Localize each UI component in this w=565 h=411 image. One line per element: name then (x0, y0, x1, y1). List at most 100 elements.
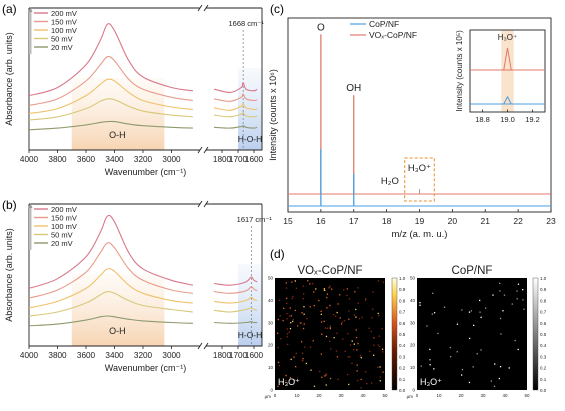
series-line-100mv (28, 78, 193, 115)
map-pixel (356, 370, 358, 372)
inset-peak-cop (503, 95, 512, 105)
map-x-tick-label: 30 (338, 393, 344, 398)
map-pixel (431, 313, 433, 315)
map-pixel (468, 311, 471, 313)
map-pixel (353, 343, 355, 345)
map-pixel (324, 289, 326, 291)
map-pixel (523, 308, 525, 310)
map-pixel (461, 368, 464, 371)
map-y-tick-label: 50 (268, 276, 274, 281)
map-pixel (309, 346, 312, 348)
map-pixel (321, 376, 323, 378)
x-tick-label: 17 (349, 216, 359, 226)
map-pixel (320, 313, 322, 315)
map-pixel (377, 280, 379, 282)
map-pixel (337, 378, 339, 380)
map-pixel (516, 298, 518, 300)
legend-label: 100 mV (51, 222, 77, 231)
map-pixel (356, 349, 358, 351)
map-x-tick-label: 0 (274, 393, 277, 398)
colorbar-tick-label: 0.4 (540, 343, 547, 348)
map-pixel (301, 352, 304, 354)
map-pixel (340, 323, 343, 325)
legend-label: 20 mV (51, 43, 73, 52)
map-pixel (348, 318, 350, 320)
series-line-50mv (28, 98, 193, 121)
colorbar-tick-label: 0.1 (399, 377, 406, 382)
map-unit-label: μm (265, 394, 272, 399)
panel-label-d: (d) (270, 247, 285, 261)
map-x-tick-label: 10 (294, 393, 300, 398)
x-tick-label: 3400 (105, 155, 124, 164)
map-pixel (503, 294, 506, 296)
map-pixel (480, 349, 482, 351)
series-line-150mv-right (213, 286, 258, 294)
map-pixel (277, 318, 279, 321)
map-pixel (379, 380, 381, 382)
map-y-tick-label: 30 (268, 320, 274, 325)
x-tick-label: 3000 (162, 351, 181, 360)
map-pixel (370, 330, 372, 333)
map-x-tick-label: 20 (458, 393, 464, 398)
map-pixel (355, 329, 357, 331)
x-tick-label: 3000 (162, 155, 181, 164)
map-pixel (358, 318, 361, 320)
map-pixel (502, 310, 504, 312)
colorbar (391, 277, 398, 391)
map-pixel (473, 324, 475, 326)
map-x-tick-label: 50 (382, 393, 388, 398)
map-pixel (292, 295, 294, 298)
x-tick-label: 18 (382, 216, 392, 226)
map-pixel (325, 335, 328, 338)
map-pixel (499, 282, 501, 284)
map-pixel (456, 351, 458, 353)
inset-x-tick-label: 18.8 (475, 115, 490, 124)
map-pixel (419, 304, 421, 306)
map-pixel (305, 362, 307, 365)
x-tick-label: 19 (415, 216, 425, 226)
map-pixel (429, 348, 431, 351)
map-pixel (433, 312, 436, 314)
ion-map-cop: CoP/NF H₃O⁺ 00 10 10 20 20 30 30 40 40 50 50 μm 1.0 0.9… (407, 265, 547, 399)
map-pixel (377, 312, 379, 315)
map-pixel (324, 375, 326, 377)
colorbar-tick-label: 0.8 (399, 298, 406, 303)
map-pixel (312, 340, 314, 342)
map-y-tick-label: 40 (410, 298, 416, 303)
map-pixel (377, 344, 379, 346)
map-pixel (492, 294, 494, 296)
map-pixel (372, 308, 374, 310)
map-pixel (354, 291, 356, 293)
map-x-tick-label: 40 (502, 393, 508, 398)
map-pixel (286, 336, 288, 338)
colorbar-tick-label: 0.3 (399, 354, 406, 359)
map-pixel (329, 325, 331, 327)
map-pixel (355, 316, 357, 318)
map-pixel (349, 344, 352, 346)
map-pixel (357, 287, 359, 289)
map-y-tick-label: 0 (270, 388, 273, 393)
map-pixel (476, 353, 478, 355)
series-line-20mv (28, 120, 193, 131)
colorbar-tick-label: 0.1 (540, 377, 547, 382)
map-pixel (295, 366, 297, 368)
map-pixel (306, 318, 308, 320)
panel-a: (a) 4000 3800 3600 3400 3200 3000 180017001600… (2, 2, 264, 177)
y-axis-label: Absorbance (arb. units) (4, 32, 14, 126)
map-pixel (289, 307, 291, 309)
x-tick-label: 1800 (213, 351, 232, 360)
panel-c-plot: 15 16 17 18 19 20 21 22 23 m/z (a. m. u.) Intensit… (268, 17, 556, 240)
peak-label: 1668 cm⁻¹ (229, 19, 265, 28)
x-tick-label: 1600 (245, 155, 264, 164)
series-line-100mv (28, 268, 193, 309)
region-label-oh: O-H (109, 130, 126, 140)
map-pixel (320, 353, 322, 355)
map-pixel (332, 314, 335, 316)
map-pixel (335, 350, 338, 352)
map-pixel (343, 320, 346, 322)
map-pixel (355, 308, 357, 311)
map-pixel (355, 336, 358, 339)
x-tick-label: 23 (546, 216, 556, 226)
map-x-tick-label: 0 (416, 393, 419, 398)
